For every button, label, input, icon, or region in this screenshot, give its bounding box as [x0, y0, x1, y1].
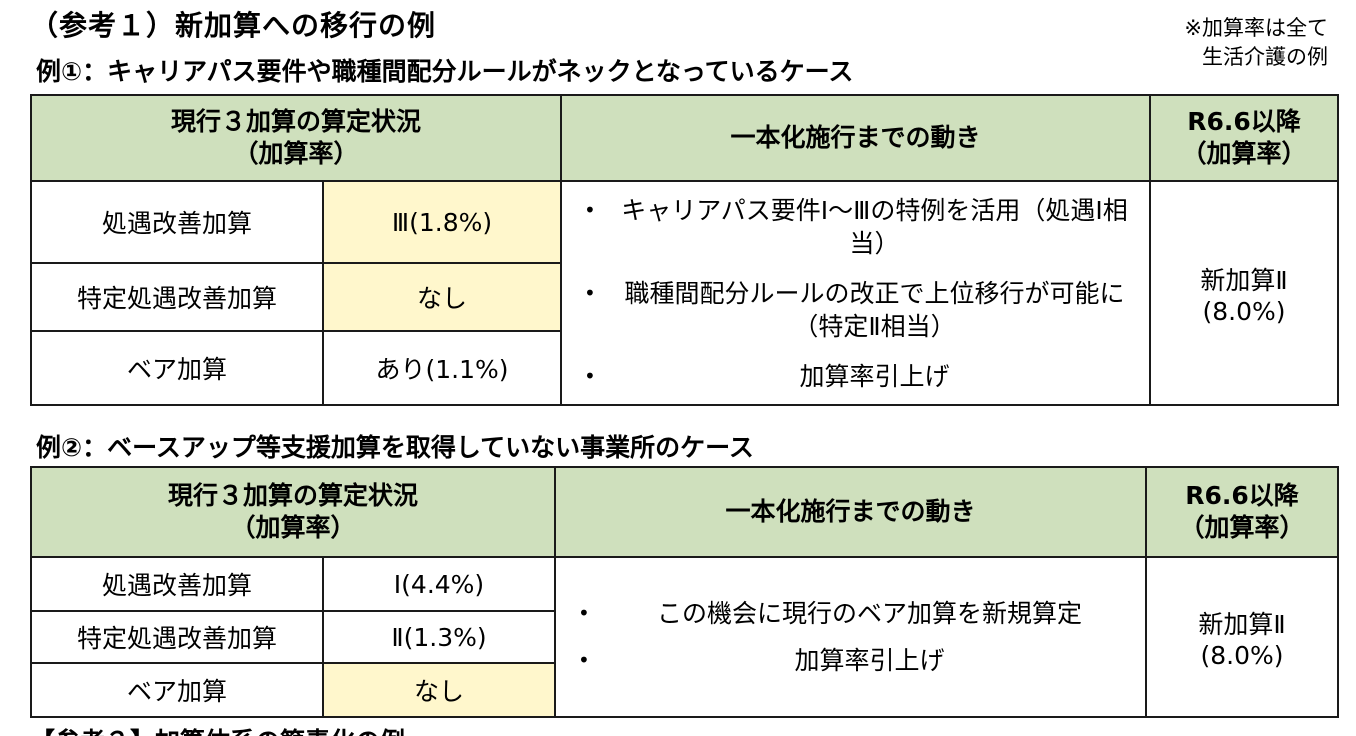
result-line2: (8.0%) — [1202, 296, 1286, 326]
row-value: なし — [321, 662, 557, 718]
header-current-line1: 現行３加算の算定状況 — [168, 481, 419, 510]
table-row: ベア加算 なし — [30, 662, 1338, 718]
row-value: Ⅰ(4.4%) — [321, 556, 557, 612]
table-row: 処遇改善加算 Ⅲ(1.8%) キャリアパス要件Ⅰ～Ⅲの特例を活用（処遇Ⅰ相当） … — [30, 180, 1340, 406]
result-cell: 新加算Ⅱ (8.0%) — [1149, 180, 1340, 406]
row-value: あり(1.1%) — [321, 330, 563, 406]
example-2-table: 現行３加算の算定状況 （加算率） 一本化施行までの動き R6.6以降 （加算率）… — [29, 466, 1340, 718]
row-value: Ⅱ(1.3%) — [321, 610, 557, 664]
header-after-line2: （加算率） — [1179, 513, 1305, 542]
header-moves: 一本化施行までの動き — [560, 94, 1152, 182]
header-current-line2: （加算率） — [230, 513, 356, 542]
example-1-title: 例①：キャリアパス要件や職種間配分ルールがネックとなっているケース — [36, 57, 854, 86]
next-section-title-cutoff: 【参考２】加算体系の簡素化の例 — [30, 722, 530, 736]
header-after-line1: R6.6以降 — [1185, 481, 1299, 510]
table-header-row: 現行３加算の算定状況 （加算率） 一本化施行までの動き R6.6以降 （加算率） — [29, 94, 1340, 182]
note-line-1: ※加算率は全て — [1184, 16, 1328, 40]
row-value: なし — [321, 262, 563, 332]
row-label: ベア加算 — [30, 662, 324, 718]
list-item: この機会に現行のベア加算を新規算定 — [578, 597, 1135, 630]
table-row: 特定処遇改善加算 Ⅱ(1.3%) — [30, 610, 1338, 664]
header-current-line1: 現行３加算の算定状況 — [171, 107, 422, 136]
row-label: 特定処遇改善加算 — [30, 610, 324, 664]
list-item: 加算率引上げ — [584, 360, 1139, 393]
header-after: R6.6以降 （加算率） — [1149, 94, 1340, 182]
example-2-title: 例②：ベースアップ等支援加算を取得していない事業所のケース — [36, 433, 754, 462]
result-cell: 新加算Ⅱ (8.0%) — [1145, 556, 1340, 718]
header-after-line2: （加算率） — [1181, 139, 1307, 168]
row-label: 特定処遇改善加算 — [30, 262, 324, 332]
table-header-row: 現行３加算の算定状況 （加算率） 一本化施行までの動き R6.6以降 （加算率） — [29, 466, 1340, 558]
row-label: 処遇改善加算 — [30, 180, 324, 264]
example-1-table: 現行３加算の算定状況 （加算率） 一本化施行までの動き R6.6以降 （加算率）… — [29, 94, 1340, 406]
result-line1: 新加算Ⅱ — [1198, 609, 1286, 639]
table-row: 特定処遇改善加算 なし — [30, 262, 1338, 332]
list-item: 加算率引上げ — [578, 644, 1135, 677]
header-current-status: 現行３加算の算定状況 （加算率） — [29, 466, 557, 558]
moves-cell: キャリアパス要件Ⅰ～Ⅲの特例を活用（処遇Ⅰ相当） 職種間配分ルールの改正で上位移… — [560, 180, 1152, 406]
moves-list: この機会に現行のベア加算を新規算定 加算率引上げ — [556, 597, 1145, 677]
table-row: 処遇改善加算 Ⅰ(4.4%) この機会に現行のベア加算を新規算定 加算率引上げ … — [30, 556, 1340, 718]
header-current-status: 現行３加算の算定状況 （加算率） — [29, 94, 563, 182]
moves-cell: この機会に現行のベア加算を新規算定 加算率引上げ — [554, 556, 1148, 718]
list-item: 職種間配分ルールの改正で上位移行が可能に（特定Ⅱ相当） — [584, 277, 1139, 343]
row-value: Ⅲ(1.8%) — [321, 180, 563, 264]
note-rate-basis: ※加算率は全て 生活介護の例 — [1138, 14, 1328, 72]
page-title: （参考１）新加算への移行の例 — [30, 9, 437, 42]
result-line2: (8.0%) — [1200, 640, 1284, 670]
header-current-line2: （加算率） — [233, 139, 359, 168]
result-line1: 新加算Ⅱ — [1200, 265, 1288, 295]
header-after: R6.6以降 （加算率） — [1145, 466, 1340, 558]
header-after-line1: R6.6以降 — [1187, 107, 1301, 136]
row-label: 処遇改善加算 — [30, 556, 324, 612]
list-item: キャリアパス要件Ⅰ～Ⅲの特例を活用（処遇Ⅰ相当） — [584, 194, 1139, 260]
header-moves: 一本化施行までの動き — [554, 466, 1148, 558]
moves-list: キャリアパス要件Ⅰ～Ⅲの特例を活用（処遇Ⅰ相当） 職種間配分ルールの改正で上位移… — [562, 194, 1149, 393]
table-row: ベア加算 あり(1.1%) — [30, 330, 1338, 406]
note-line-2: 生活介護の例 — [1202, 45, 1328, 69]
row-label: ベア加算 — [30, 330, 324, 406]
